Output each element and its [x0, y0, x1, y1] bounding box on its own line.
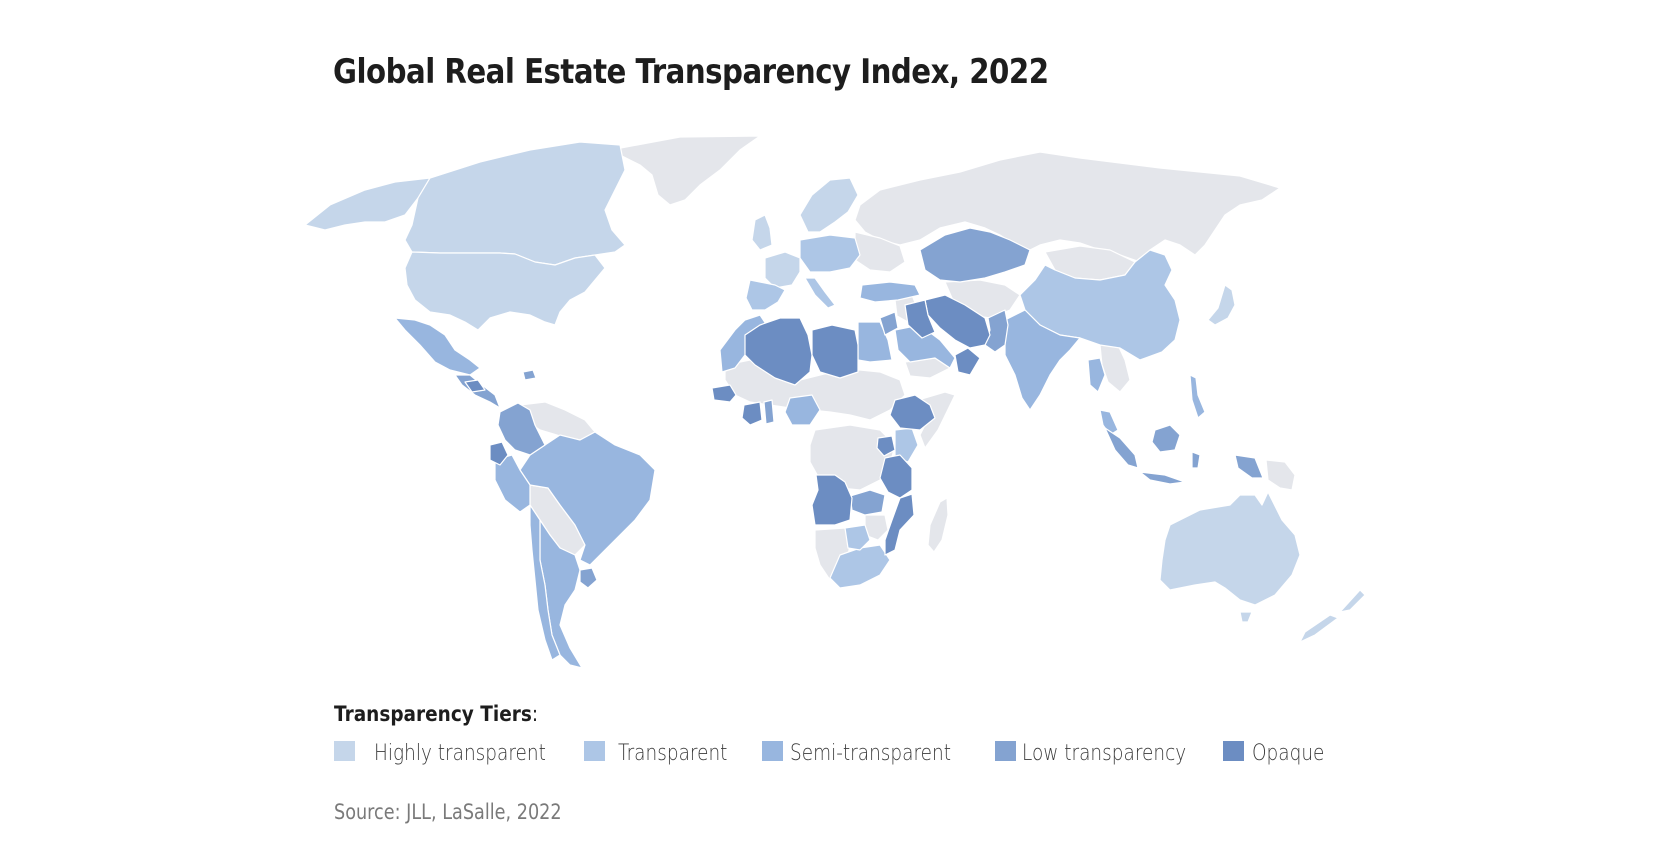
region-greenland[interactable]: [609, 135, 761, 206]
legend-title: Transparency Tiers:: [334, 702, 539, 726]
region-botswana[interactable]: [844, 524, 871, 551]
region-zambia[interactable]: [849, 489, 886, 516]
tier-low-transparency: [454, 227, 1264, 589]
legend-swatch-highly-transparent: [334, 741, 355, 761]
region-indonesia[interactable]: [1104, 424, 1264, 485]
region-tasmania[interactable]: [1239, 611, 1253, 623]
region-russia[interactable]: [854, 151, 1281, 263]
region-honduras[interactable]: [464, 379, 486, 393]
legend-label-low-transparency: Low transparency: [1022, 741, 1187, 766]
region-france[interactable]: [764, 251, 801, 289]
tier-transparent: [745, 234, 1181, 589]
region-uruguay[interactable]: [579, 567, 598, 589]
region-scandinavia[interactable]: [799, 177, 859, 233]
region-australia[interactable]: [1159, 491, 1301, 606]
region-png[interactable]: [1265, 459, 1296, 491]
legend-label-transparent: Transparent: [618, 741, 728, 766]
region-tanzania[interactable]: [879, 454, 913, 499]
region-colombia[interactable]: [497, 402, 546, 456]
region-dominican[interactable]: [522, 369, 537, 381]
tier-opaque: [464, 294, 991, 556]
region-italy[interactable]: [804, 277, 836, 309]
region-algeria[interactable]: [744, 317, 813, 386]
chart-title: Global Real Estate Transparency Index, 2…: [333, 52, 1049, 92]
region-new-zealand[interactable]: [1299, 589, 1366, 643]
region-mexico[interactable]: [394, 317, 481, 376]
region-uk[interactable]: [751, 214, 773, 251]
legend-swatch-semi-transparent: [762, 741, 783, 761]
legend-swatch-opaque: [1223, 741, 1244, 761]
region-usa[interactable]: [404, 251, 606, 331]
tier-highly-transparent: [304, 141, 1366, 643]
region-indochina-gray[interactable]: [1099, 344, 1131, 393]
region-angola[interactable]: [811, 474, 853, 526]
region-iraq[interactable]: [904, 299, 936, 339]
region-jordan[interactable]: [879, 311, 899, 336]
region-canada[interactable]: [404, 141, 626, 266]
legend-swatch-low-transparency: [995, 741, 1016, 761]
region-ethiopia[interactable]: [889, 394, 936, 431]
region-central-africa[interactable]: [809, 424, 896, 491]
source-note: Source: JLL, LaSalle, 2022: [334, 800, 562, 824]
region-india[interactable]: [1004, 309, 1081, 411]
region-iberia[interactable]: [745, 279, 786, 311]
region-turkey[interactable]: [859, 281, 921, 303]
region-senegal[interactable]: [711, 384, 737, 403]
region-libya[interactable]: [811, 324, 859, 379]
region-nigeria[interactable]: [784, 394, 821, 426]
region-philippines[interactable]: [1189, 374, 1206, 419]
region-mozambique[interactable]: [884, 493, 915, 556]
region-uganda[interactable]: [876, 435, 896, 457]
region-south-africa[interactable]: [829, 544, 891, 589]
region-ghana[interactable]: [763, 399, 775, 425]
region-chile[interactable]: [529, 504, 561, 661]
legend-label-semi-transparent: Semi-transparent: [790, 741, 951, 766]
region-ecuador[interactable]: [489, 441, 509, 466]
legend-swatch-transparent: [584, 741, 605, 761]
region-eastern-europe[interactable]: [854, 231, 906, 273]
region-iran[interactable]: [924, 294, 991, 349]
legend-label-opaque: Opaque: [1252, 741, 1325, 766]
region-japan[interactable]: [1207, 284, 1236, 326]
region-central-europe[interactable]: [799, 234, 861, 273]
region-thailand[interactable]: [1087, 357, 1119, 436]
legend: Highly transparent Transparent Semi-tran…: [0, 740, 1659, 766]
region-kazakhstan[interactable]: [919, 227, 1031, 283]
region-oman[interactable]: [954, 347, 981, 376]
region-ivory-coast[interactable]: [741, 401, 763, 426]
region-alaska[interactable]: [304, 177, 431, 231]
region-madagascar[interactable]: [927, 497, 949, 553]
legend-label-highly-transparent: Highly transparent: [374, 741, 546, 766]
